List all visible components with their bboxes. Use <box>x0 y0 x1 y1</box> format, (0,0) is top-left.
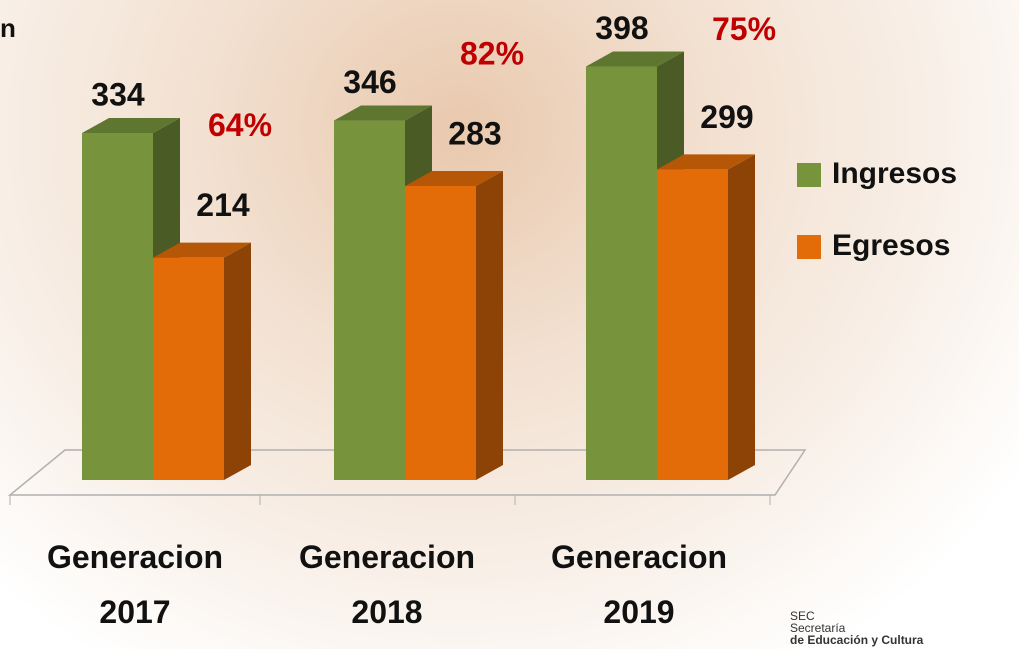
data-label: 398 <box>595 10 648 46</box>
data-label: 334 <box>91 76 145 112</box>
x-tick-label: Generacion 2018 <box>298 539 476 630</box>
bar <box>405 185 476 480</box>
bar <box>82 133 153 480</box>
legend-label: Ingresos <box>832 157 957 190</box>
bar-top <box>657 154 755 170</box>
bar-side <box>728 154 755 480</box>
data-label: 346 <box>343 64 396 100</box>
annotation: 82% <box>460 35 524 71</box>
footer-text: SEC <box>790 609 815 623</box>
chart-title: n <box>0 13 16 43</box>
bar-top <box>586 51 684 67</box>
bar <box>153 257 224 480</box>
data-label: 283 <box>448 115 501 151</box>
annotation: 75% <box>712 11 776 47</box>
bar-top <box>82 118 180 134</box>
legend-label: Egresos <box>832 229 950 262</box>
data-label: 299 <box>700 99 753 135</box>
floor <box>7 449 807 496</box>
x-tick-label: Generacion 2019 <box>550 539 728 630</box>
bar-top <box>405 170 503 186</box>
bar <box>586 66 657 481</box>
footer-text: de Educación y Cultura <box>790 633 924 647</box>
bar-side <box>476 170 503 480</box>
legend-swatch <box>797 163 821 187</box>
data-label: 214 <box>196 187 250 223</box>
legend-swatch <box>797 235 821 259</box>
bar-side <box>224 242 251 480</box>
bar <box>657 169 728 480</box>
bar-top <box>153 242 251 258</box>
footer-text: Secretaría <box>790 621 846 635</box>
annotation: 64% <box>208 107 272 143</box>
x-tick-label: Generacion 2017 <box>46 539 224 630</box>
bar <box>334 120 405 481</box>
bar-top <box>334 105 432 121</box>
